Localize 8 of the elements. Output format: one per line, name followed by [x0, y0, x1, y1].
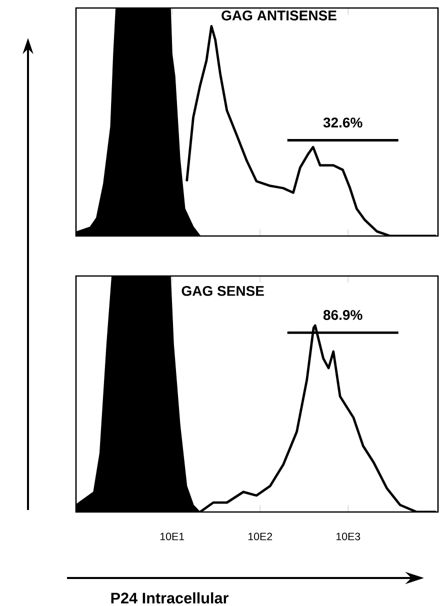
x-axis-title: P24 Intracellular [111, 592, 229, 604]
chart-title: GAG ANTISENSE [222, 10, 336, 20]
x-tick-label: 10E2 [248, 532, 272, 540]
series-label: 32.6% [323, 118, 362, 128]
series-label: 86.9% [323, 310, 362, 320]
x-tick-label: 10E1 [160, 532, 184, 540]
x-tick-label: 10E3 [336, 532, 360, 540]
text: GAG SENSE [182, 286, 264, 296]
